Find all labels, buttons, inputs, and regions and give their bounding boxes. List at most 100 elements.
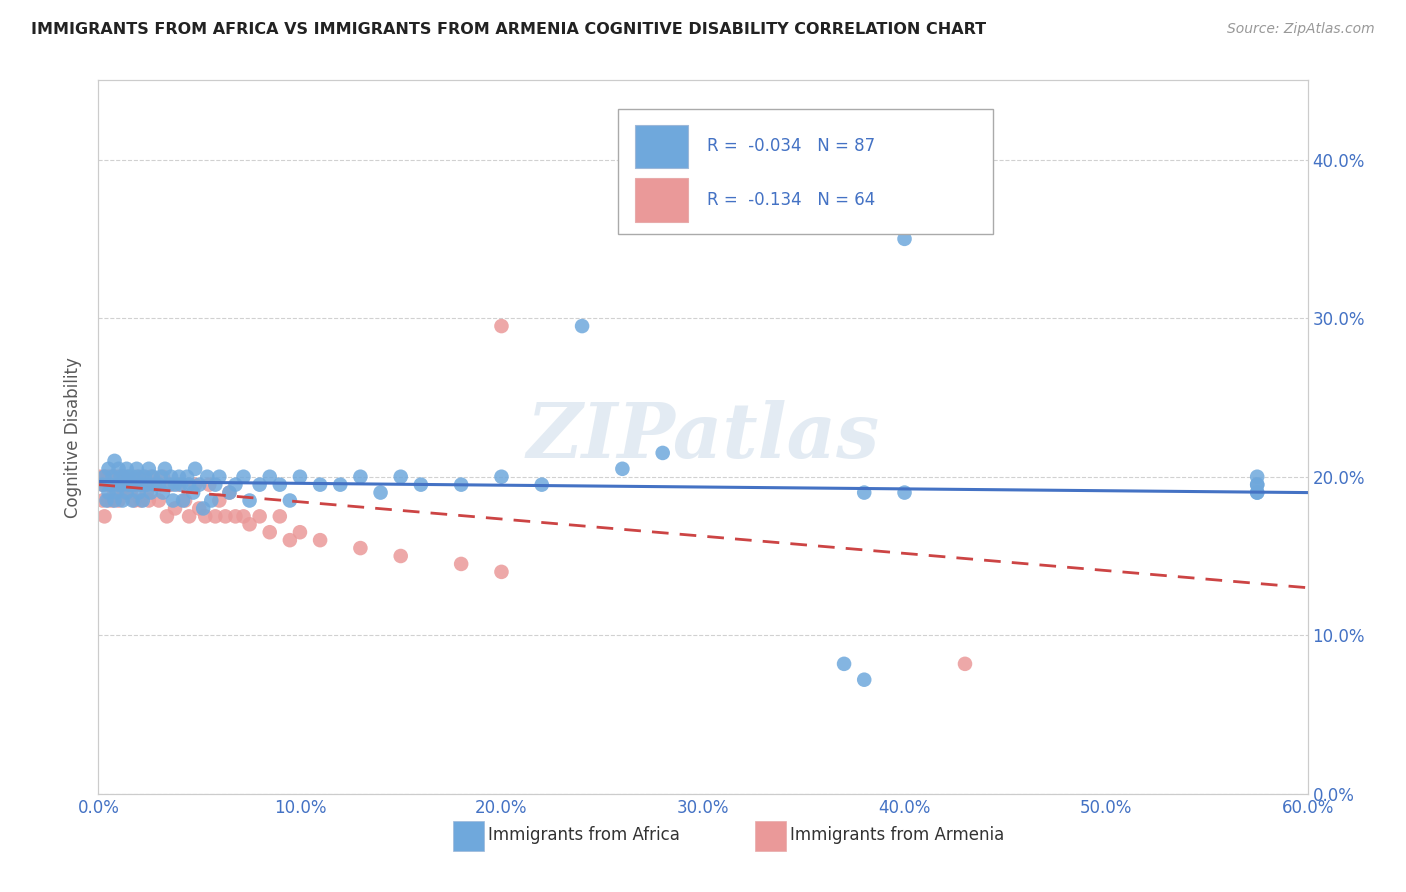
Point bbox=[208, 469, 231, 483]
Text: R =  -0.134   N = 64: R = -0.134 N = 64 bbox=[707, 191, 875, 209]
Point bbox=[107, 469, 129, 483]
Y-axis label: Cognitive Disability: Cognitive Disability bbox=[65, 357, 83, 517]
Point bbox=[651, 446, 673, 460]
Text: IMMIGRANTS FROM AFRICA VS IMMIGRANTS FROM ARMENIA COGNITIVE DISABILITY CORRELATI: IMMIGRANTS FROM AFRICA VS IMMIGRANTS FRO… bbox=[31, 22, 986, 37]
Point bbox=[100, 477, 122, 491]
Point bbox=[142, 469, 165, 483]
Point bbox=[125, 462, 148, 476]
Point bbox=[157, 477, 180, 491]
Point bbox=[218, 485, 240, 500]
Point bbox=[208, 493, 231, 508]
Point bbox=[172, 493, 194, 508]
Point bbox=[450, 477, 472, 491]
Point bbox=[232, 469, 254, 483]
Point bbox=[259, 525, 281, 540]
Point bbox=[101, 469, 124, 483]
Point bbox=[128, 477, 150, 491]
Point bbox=[132, 493, 155, 508]
Point bbox=[269, 477, 291, 491]
Point bbox=[491, 319, 513, 334]
Point bbox=[152, 485, 174, 500]
Point bbox=[181, 485, 204, 500]
Point bbox=[214, 509, 236, 524]
Point bbox=[1246, 469, 1268, 483]
Point bbox=[179, 509, 201, 524]
Point bbox=[129, 477, 152, 491]
Point bbox=[176, 469, 198, 483]
Point bbox=[188, 501, 211, 516]
Point bbox=[530, 477, 553, 491]
Point bbox=[89, 469, 111, 483]
Point bbox=[224, 477, 246, 491]
Point bbox=[115, 485, 138, 500]
Point bbox=[97, 469, 120, 483]
Point bbox=[249, 509, 271, 524]
Point bbox=[204, 509, 226, 524]
Point bbox=[128, 485, 150, 500]
Point bbox=[93, 469, 115, 483]
Point bbox=[148, 477, 170, 491]
Point bbox=[101, 469, 124, 483]
Text: R =  -0.034   N = 87: R = -0.034 N = 87 bbox=[707, 137, 875, 155]
Point bbox=[239, 493, 262, 508]
Point bbox=[163, 477, 186, 491]
Point bbox=[184, 462, 207, 476]
Point bbox=[309, 477, 332, 491]
Point bbox=[138, 493, 160, 508]
Point bbox=[105, 485, 128, 500]
Text: ZIPatlas: ZIPatlas bbox=[526, 401, 880, 474]
Point bbox=[167, 469, 190, 483]
Point bbox=[111, 469, 134, 483]
Point bbox=[100, 477, 122, 491]
FancyBboxPatch shape bbox=[636, 178, 689, 221]
Point bbox=[97, 485, 120, 500]
Point bbox=[111, 477, 134, 491]
Point bbox=[491, 469, 513, 483]
Point bbox=[491, 565, 513, 579]
Point bbox=[612, 462, 634, 476]
Point bbox=[118, 469, 141, 483]
Point bbox=[349, 469, 371, 483]
Point bbox=[450, 557, 472, 571]
Point bbox=[269, 509, 291, 524]
Point bbox=[91, 493, 114, 508]
Point bbox=[110, 469, 132, 483]
Point bbox=[134, 477, 156, 491]
Point bbox=[170, 477, 193, 491]
Point bbox=[224, 509, 246, 524]
Point bbox=[107, 477, 129, 491]
Point bbox=[193, 501, 215, 516]
Point bbox=[893, 232, 915, 246]
FancyBboxPatch shape bbox=[619, 109, 993, 234]
Point bbox=[118, 477, 141, 491]
Point bbox=[184, 477, 207, 491]
Point bbox=[97, 462, 120, 476]
Text: Immigrants from Armenia: Immigrants from Armenia bbox=[790, 826, 1004, 844]
Point bbox=[134, 469, 156, 483]
Point bbox=[93, 469, 115, 483]
Point bbox=[218, 485, 240, 500]
Point bbox=[389, 469, 412, 483]
Point bbox=[853, 673, 876, 687]
Point bbox=[288, 525, 311, 540]
Point bbox=[120, 485, 142, 500]
Point bbox=[160, 477, 183, 491]
Point bbox=[571, 319, 593, 334]
Point bbox=[832, 657, 855, 671]
Point bbox=[152, 469, 174, 483]
Point bbox=[249, 477, 271, 491]
Point bbox=[349, 541, 371, 555]
Point bbox=[135, 477, 157, 491]
Point bbox=[1246, 485, 1268, 500]
Point bbox=[139, 469, 162, 483]
Point bbox=[114, 469, 136, 483]
Point bbox=[259, 469, 281, 483]
Point bbox=[111, 493, 134, 508]
Point bbox=[121, 493, 143, 508]
Point bbox=[309, 533, 332, 548]
Point bbox=[389, 549, 412, 563]
Point bbox=[195, 469, 218, 483]
Point bbox=[232, 509, 254, 524]
Point bbox=[194, 509, 217, 524]
Point bbox=[114, 485, 136, 500]
